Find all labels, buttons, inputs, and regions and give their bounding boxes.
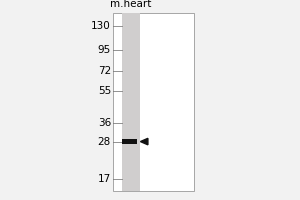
Text: 72: 72: [98, 66, 111, 76]
Polygon shape: [140, 138, 148, 145]
Bar: [122, 13, 140, 191]
Text: 28: 28: [98, 137, 111, 147]
Text: m.heart: m.heart: [110, 0, 151, 9]
Text: 36: 36: [98, 118, 111, 128]
Bar: [122, 139, 136, 144]
Text: 55: 55: [98, 86, 111, 96]
Text: 95: 95: [98, 45, 111, 55]
Text: 130: 130: [91, 21, 111, 31]
Text: 17: 17: [98, 174, 111, 184]
Bar: [112, 13, 194, 191]
